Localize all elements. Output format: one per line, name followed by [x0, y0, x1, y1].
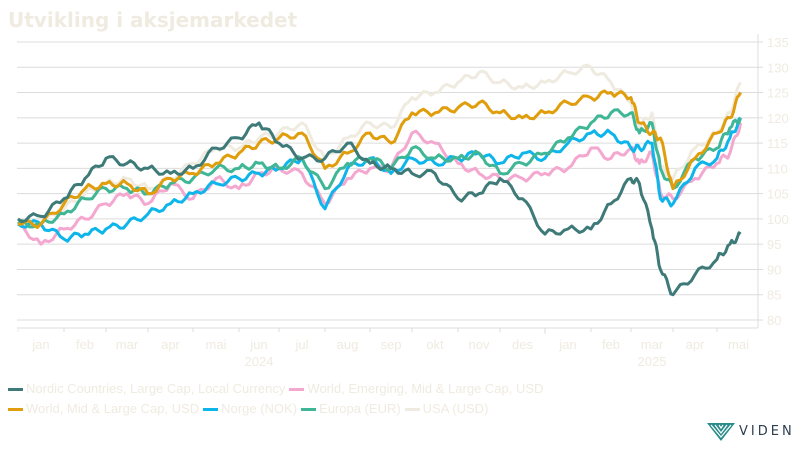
y-axis-ticks: 80 85 90 95 100 105 110 115 120 125 130 135 [757, 34, 789, 328]
year-label: 2025 [638, 354, 667, 369]
legend-label: Norge (NOK) [221, 401, 298, 416]
series-lines [16, 63, 743, 297]
series-line-2 [17, 89, 742, 229]
y-tick-label: 130 [767, 60, 789, 75]
viden-logo: VIDEN [707, 421, 795, 441]
legend-row-2: World, Mid & Large Cap, USD Norge (NOK) … [8, 399, 547, 419]
x-tick-label: jun [249, 337, 267, 352]
y-tick-label: 80 [767, 313, 781, 328]
legend: Nordic Countries, Large Cap, Local Curre… [8, 379, 547, 419]
y-tick-label: 90 [767, 262, 781, 277]
legend-item-europa: Europa (EUR) [301, 399, 401, 419]
x-tick-label: mar [116, 337, 139, 352]
year-label: 2024 [245, 354, 274, 369]
y-tick-label: 125 [767, 86, 789, 101]
x-tick-label: jan [558, 337, 576, 352]
x-tick-label: apr [161, 337, 180, 352]
series-line-3 [17, 116, 742, 243]
x-tick-label: jul [294, 337, 308, 352]
y-tick-label: 110 [767, 161, 788, 176]
logo-text: VIDEN [739, 423, 795, 439]
gridlines [17, 41, 758, 321]
x-tick-label: okt [426, 337, 444, 352]
legend-row-1: Nordic Countries, Large Cap, Local Curre… [8, 379, 547, 399]
chart-title: Utvikling i aksjemarkedet [8, 8, 298, 32]
legend-label: World, Emerging, Mid & Large Cap, USD [307, 381, 544, 396]
y-tick-label: 115 [767, 136, 788, 151]
x-tick-label: nov [469, 337, 490, 352]
x-axis: jan feb mar apr mai jun jul aug sep okt nov des jan f… [17, 327, 758, 369]
x-tick-label: feb [602, 337, 620, 352]
legend-swatch [203, 407, 219, 411]
y-tick-label: 100 [767, 212, 789, 227]
x-tick-label: sep [381, 337, 402, 352]
x-tick-label: apr [686, 337, 705, 352]
y-tick-label: 95 [767, 237, 781, 252]
y-tick-label: 85 [767, 288, 781, 303]
legend-item-world: World, Mid & Large Cap, USD [8, 399, 199, 419]
legend-label: World, Mid & Large Cap, USD [26, 401, 200, 416]
legend-item-emerging: World, Emerging, Mid & Large Cap, USD [289, 379, 543, 399]
x-tick-label: des [512, 337, 533, 352]
x-tick-label: mai [728, 337, 749, 352]
legend-item-usa: USA (USD) [404, 399, 489, 419]
legend-swatch [404, 407, 420, 411]
legend-item-nordic: Nordic Countries, Large Cap, Local Curre… [8, 379, 285, 399]
series-line-0 [17, 121, 742, 297]
y-tick-label: 135 [767, 35, 789, 50]
legend-swatch [301, 407, 317, 411]
y-tick-label: 105 [767, 187, 789, 202]
x-tick-label: jan [31, 337, 49, 352]
legend-label: USA (USD) [422, 401, 489, 416]
legend-label: Europa (EUR) [319, 401, 401, 416]
x-tick-label: feb [76, 337, 94, 352]
series-line-5 [17, 63, 742, 229]
legend-swatch [8, 407, 23, 411]
y-tick-label: 120 [767, 111, 789, 126]
x-tick-label: mar [641, 337, 664, 352]
x-tick-label: aug [337, 337, 359, 352]
legend-item-norge: Norge (NOK) [203, 399, 297, 419]
x-tick-label: mai [206, 337, 227, 352]
legend-label: Nordic Countries, Large Cap, Local Curre… [26, 381, 286, 396]
legend-swatch [8, 387, 23, 391]
legend-swatch [289, 387, 305, 391]
viden-logo-icon [707, 423, 735, 441]
